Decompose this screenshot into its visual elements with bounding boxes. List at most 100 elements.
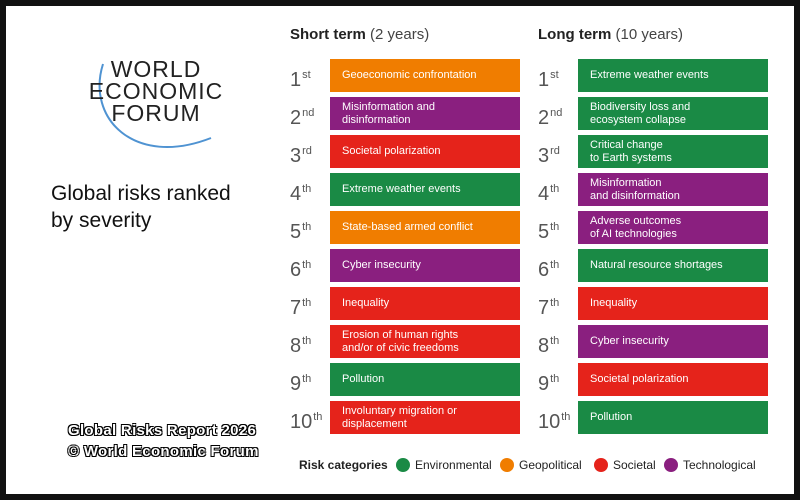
logo-text: FORUM [111,100,201,126]
heading: Short term [290,26,366,43]
rank-number: 3 [290,145,302,167]
risk-box: Inequality [330,287,520,320]
legend-dot [594,458,608,472]
legend-item: Technological [664,458,756,472]
legend-label: Societal [613,458,656,472]
risk-box: Biodiversity loss and ecosystem collapse [578,97,768,130]
rank-suffix: th [550,183,560,195]
legend-label: Environmental [415,458,492,472]
rank: 8th [290,325,330,358]
column-heading: Short term (2 years) [290,26,429,43]
rank: 3rd [538,135,578,168]
rank-suffix: st [550,69,559,81]
rank-number: 3 [538,145,550,167]
rank: 7th [290,287,330,320]
risk-box: Misinformation and disinformation [330,97,520,130]
risk-box: Critical change to Earth systems [578,135,768,168]
rank: 1st [290,59,330,92]
risk-box: Natural resource shortages [578,249,768,282]
legend-item: Geopolitical [500,458,582,472]
period: (10 years) [615,26,684,43]
rank: 4th [538,173,578,206]
risk-box: Societal polarization [578,363,768,396]
rank: 9th [290,363,330,396]
risk-box: Extreme weather events [578,59,768,92]
rank-number: 1 [290,69,302,91]
rank-number: 2 [538,107,550,129]
rank-suffix: th [302,221,312,233]
period: (2 years) [370,26,430,43]
rank: 5th [538,211,578,244]
rank-suffix: th [550,221,560,233]
rank-suffix: nd [550,107,563,119]
rank-number: 6 [538,259,550,281]
legend-item: Societal [594,458,656,472]
risk-box: Involuntary migration or displacement [330,401,520,434]
rank-suffix: rd [550,145,560,157]
title: by severity [51,209,152,232]
rank-number: 8 [290,335,302,357]
risk-box: Geoeconomic confrontation [330,59,520,92]
legend-label: Technological [683,458,756,472]
rank: 9th [538,363,578,396]
rank-number: 5 [538,221,550,243]
column-heading: Long term (10 years) [538,26,683,43]
rank-suffix: th [313,411,323,423]
legend-dot [500,458,514,472]
title: Global risks ranked [51,182,231,205]
rank-number: 4 [538,183,550,205]
rank-suffix: th [550,259,560,271]
risk-box: Cyber insecurity [330,249,520,282]
risk-box: Adverse outcomes of AI technologies [578,211,768,244]
heading: Long term [538,26,612,43]
risk-box: Extreme weather events [330,173,520,206]
logo-text: ECONOMIC [88,78,224,104]
rank-suffix: th [550,335,560,347]
risk-box: Cyber insecurity [578,325,768,358]
rank: 8th [538,325,578,358]
rank: 5th [290,211,330,244]
rank: 10th [290,401,330,434]
rank-suffix: th [302,183,312,195]
logo-text: WORLD [110,56,202,82]
rank-number: 9 [538,373,550,395]
rank-number: 2 [290,107,302,129]
risk-box: Erosion of human rights and/or of civic … [330,325,520,358]
rank: 7th [538,287,578,320]
legend-title: Risk categories [299,458,388,472]
rank-number: 8 [538,335,550,357]
watermark: © World Economic Forum [68,443,259,460]
rank: 6th [290,249,330,282]
risk-box: Inequality [578,287,768,320]
rank-number: 7 [290,297,302,319]
rank-number: 5 [290,221,302,243]
logo-arc [98,63,212,149]
watermark: Global Risks Report 2026 [68,422,257,439]
rank-number: 9 [290,373,302,395]
rank-number: 7 [538,297,550,319]
rank: 4th [290,173,330,206]
risk-box: Misinformation and disinformation [578,173,768,206]
rank-number: 10 [538,411,561,433]
rank-suffix: th [302,297,312,309]
risk-box: Pollution [330,363,520,396]
legend-dot [396,458,410,472]
rank: 3rd [290,135,330,168]
legend-dot [664,458,678,472]
rank-suffix: st [302,69,311,81]
legend-item: Environmental [396,458,492,472]
legend-label: Geopolitical [519,458,582,472]
rank-number: 6 [290,259,302,281]
rank: 1st [538,59,578,92]
risk-box: State-based armed conflict [330,211,520,244]
risk-box: Pollution [578,401,768,434]
rank-suffix: rd [302,145,312,157]
rank-suffix: th [561,411,571,423]
rank-suffix: th [302,373,312,385]
rank-suffix: th [302,335,312,347]
rank-suffix: th [302,259,312,271]
rank: 2nd [290,97,330,130]
rank: 2nd [538,97,578,130]
rank: 6th [538,249,578,282]
